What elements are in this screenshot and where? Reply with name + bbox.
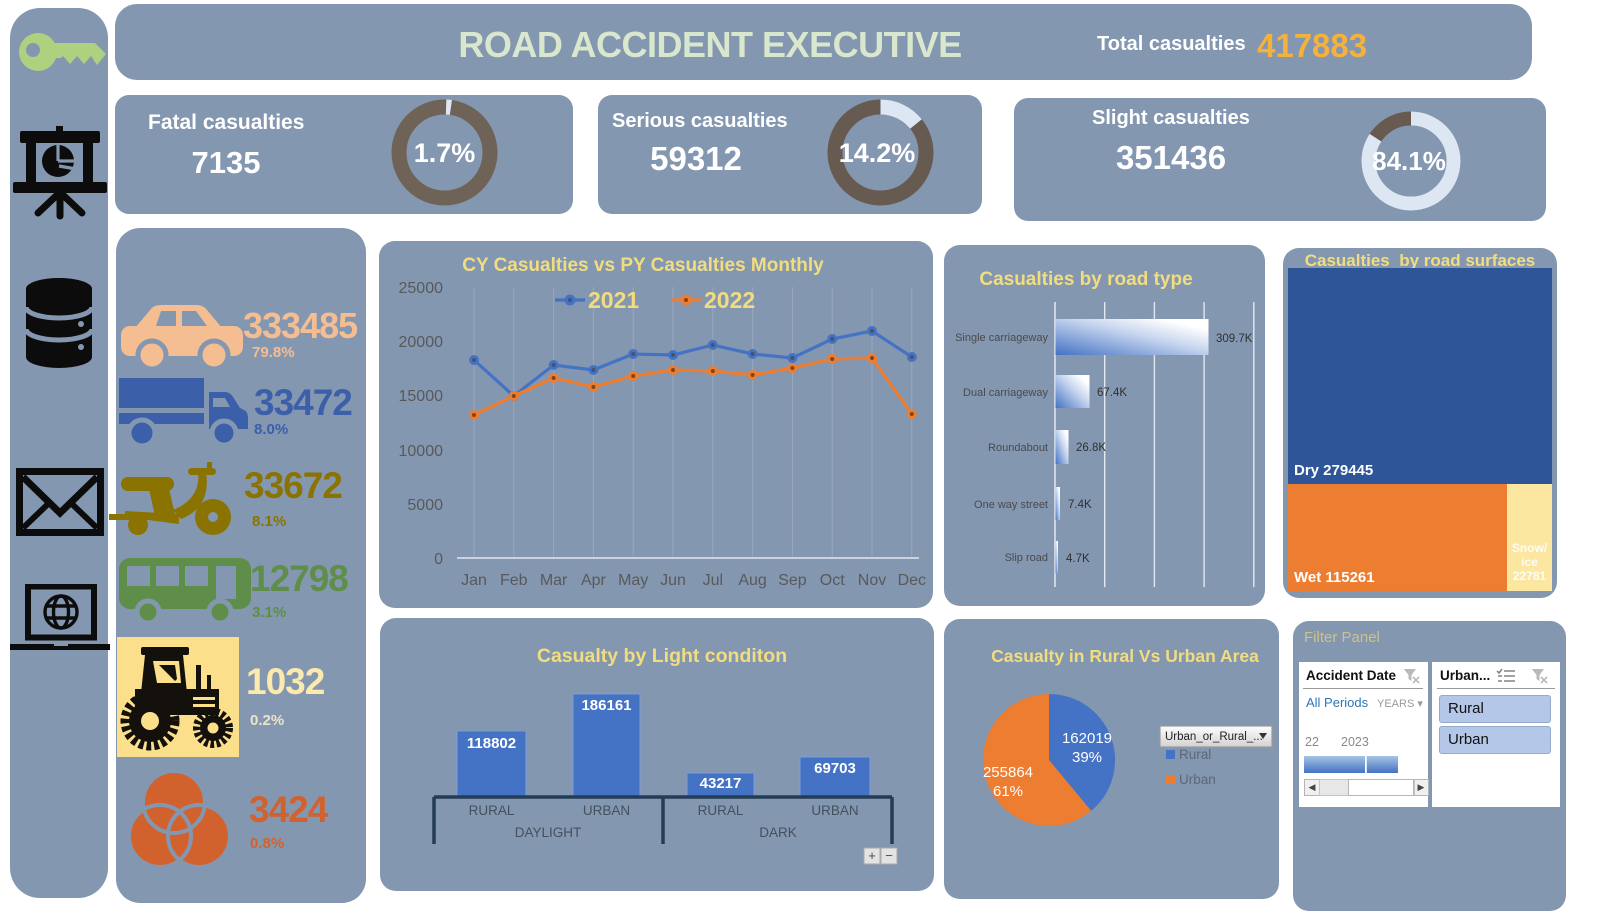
svg-text:RURAL: RURAL: [698, 803, 744, 818]
svg-text:Nov: Nov: [858, 572, 886, 589]
svg-text:Roundabout: Roundabout: [988, 442, 1048, 454]
svg-text:309.7K: 309.7K: [1216, 333, 1253, 345]
svg-text:Aug: Aug: [738, 572, 766, 589]
svg-text:Urban: Urban: [1179, 772, 1216, 787]
svg-text:67.4K: 67.4K: [1097, 387, 1127, 399]
svg-text:One way street: One way street: [974, 499, 1048, 511]
svg-text:May: May: [618, 572, 648, 589]
svg-text:4.7K: 4.7K: [1066, 553, 1090, 565]
svg-text:RURAL: RURAL: [469, 803, 515, 818]
svg-text:Casualties by road type: Casualties by road type: [979, 269, 1192, 290]
svg-text:10000: 10000: [399, 443, 444, 460]
svg-text:25000: 25000: [399, 280, 444, 297]
svg-text:39%: 39%: [1072, 749, 1102, 766]
svg-text:Jul: Jul: [703, 572, 723, 589]
svg-text:Jan: Jan: [461, 572, 487, 589]
svg-text:Dec: Dec: [898, 572, 926, 589]
svg-text:1.7%: 1.7%: [414, 138, 476, 168]
svg-text:26.8K: 26.8K: [1076, 442, 1106, 454]
svg-text:118802: 118802: [467, 735, 516, 752]
svg-text:0: 0: [434, 551, 443, 568]
svg-text:Dual carriageway: Dual carriageway: [963, 387, 1048, 399]
svg-text:CY Casualties vs PY Casualties: CY Casualties vs PY Casualties Monthly: [462, 255, 824, 276]
svg-text:Casualty in Rural Vs Urban Are: Casualty in Rural Vs Urban Area: [991, 646, 1259, 666]
svg-text:Apr: Apr: [581, 572, 607, 589]
svg-text:Single carriageway: Single carriageway: [955, 332, 1048, 344]
svg-text:Mar: Mar: [540, 572, 568, 589]
svg-text:−: −: [885, 848, 893, 863]
svg-text:Oct: Oct: [820, 572, 845, 589]
svg-text:255864: 255864: [983, 764, 1033, 781]
svg-text:2022: 2022: [704, 287, 755, 313]
svg-text:URBAN: URBAN: [583, 803, 630, 818]
svg-text:Feb: Feb: [500, 572, 528, 589]
svg-text:Rural: Rural: [1179, 747, 1211, 762]
svg-text:69703: 69703: [814, 760, 856, 777]
svg-text:URBAN: URBAN: [811, 803, 858, 818]
svg-text:162019: 162019: [1062, 730, 1112, 747]
svg-text:Casualty by Light conditon: Casualty by Light conditon: [537, 645, 787, 667]
svg-text:DAYLIGHT: DAYLIGHT: [515, 825, 582, 840]
svg-text:7.4K: 7.4K: [1068, 499, 1092, 511]
svg-text:61%: 61%: [993, 783, 1023, 800]
svg-text:Slip road: Slip road: [1005, 552, 1048, 564]
svg-text:Sep: Sep: [778, 572, 807, 589]
svg-text:Urban_or_Rural_...: Urban_or_Rural_...: [1165, 731, 1263, 743]
svg-text:15000: 15000: [399, 388, 444, 405]
svg-text:43217: 43217: [700, 775, 742, 792]
svg-text:186161: 186161: [581, 697, 631, 714]
svg-text:84.1%: 84.1%: [1372, 146, 1446, 176]
svg-text:14.2%: 14.2%: [839, 138, 916, 168]
svg-text:2021: 2021: [588, 287, 639, 313]
svg-text:+: +: [868, 848, 876, 863]
svg-text:DARK: DARK: [759, 825, 797, 840]
svg-text:20000: 20000: [399, 334, 444, 351]
svg-text:5000: 5000: [407, 497, 443, 514]
svg-text:Jun: Jun: [660, 572, 686, 589]
